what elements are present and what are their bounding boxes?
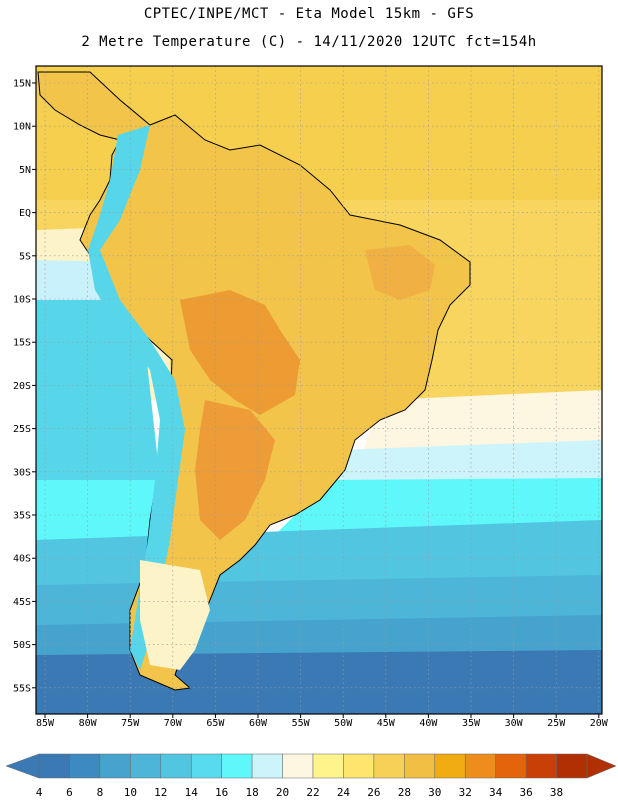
colorbar-label: 34 xyxy=(489,786,503,799)
colorbar-label: 22 xyxy=(306,786,319,799)
latitude-labels: 15N 10N 5N EQ 5S 10S 15S 20S 25S 30S 35S 40S 45S 50S 5… xyxy=(13,79,36,694)
lat-label: 10S xyxy=(13,295,31,306)
colorbar-swatch xyxy=(38,753,70,779)
lat-label: 5S xyxy=(19,251,31,262)
colorbar-arrow-left xyxy=(5,753,40,779)
lon-label: 60W xyxy=(249,718,268,729)
graticule xyxy=(36,66,602,714)
colorbar-label: 32 xyxy=(459,786,472,799)
colorbar-label: 38 xyxy=(550,786,563,799)
colorbar-swatch xyxy=(373,753,405,779)
colorbar-swatch xyxy=(160,753,192,779)
colorbar-label: 36 xyxy=(519,786,532,799)
colorbar-label: 20 xyxy=(276,786,289,799)
colorbar-label: 12 xyxy=(154,786,167,799)
colorbar-label: 14 xyxy=(185,786,199,799)
colorbar-swatch xyxy=(99,753,131,779)
colorbar-arrow-right xyxy=(586,753,617,779)
lat-label: 55S xyxy=(13,683,31,694)
lat-label: 35S xyxy=(13,511,31,522)
hot-zone-northeast xyxy=(365,245,435,300)
chart-subtitle: 2 Metre Temperature (C) - 14/11/2020 12U… xyxy=(81,34,537,50)
lon-label: 30W xyxy=(505,718,524,729)
southern-cone-pale xyxy=(140,560,210,670)
colorbar-swatch xyxy=(190,753,222,779)
colorbar-swatch xyxy=(130,753,162,779)
lat-label: 10N xyxy=(13,122,31,133)
hot-zone-central xyxy=(180,290,300,415)
lon-label: 55W xyxy=(292,718,311,729)
colorbar-label: 30 xyxy=(428,786,441,799)
ocean-band-cyan xyxy=(36,300,160,480)
colorbar-swatch xyxy=(434,753,466,779)
andes-cool-strip xyxy=(88,125,185,670)
ocean-band-deep xyxy=(36,650,602,714)
map-frame xyxy=(35,65,603,715)
lat-label: 30S xyxy=(13,467,31,478)
lon-label: 70W xyxy=(164,718,183,729)
map-panel xyxy=(36,66,602,714)
lon-label: 35W xyxy=(462,718,481,729)
colorbar-label: 4 xyxy=(36,786,43,799)
colorbar-swatch xyxy=(282,753,314,779)
longitude-labels: 85W 80W 75W 70W 65W 60W 55W 50W 45W 40W 35W 30W 25W 2… xyxy=(36,714,609,729)
lon-label: 40W xyxy=(419,718,438,729)
colorbar-label: 10 xyxy=(124,786,137,799)
colorbar: 4 6 8 10 12 14 16 18 20 22 24 26 28 30 32 34 36 38 xyxy=(5,753,617,799)
lon-label: 85W xyxy=(36,718,55,729)
colorbar-label: 26 xyxy=(367,786,380,799)
colorbar-swatch xyxy=(343,753,375,779)
colorbar-swatch xyxy=(525,753,557,779)
lat-label: EQ xyxy=(19,208,31,219)
colorbar-swatch xyxy=(556,753,588,779)
hot-zone-chaco xyxy=(195,400,275,540)
colorbar-label: 24 xyxy=(337,786,351,799)
lon-label: 50W xyxy=(334,718,353,729)
chart-title: CPTEC/INPE/MCT - Eta Model 15km - GFS xyxy=(143,6,475,22)
lon-label: 45W xyxy=(377,718,396,729)
lat-label: 20S xyxy=(13,381,31,392)
lat-label: 25S xyxy=(13,424,31,435)
colorbar-label: 18 xyxy=(245,786,258,799)
colorbar-label: 28 xyxy=(398,786,411,799)
colorbar-swatch xyxy=(495,753,527,779)
lat-label: 15N xyxy=(13,79,31,90)
lat-label: 15S xyxy=(13,338,31,349)
lat-label: 40S xyxy=(13,554,31,565)
colorbar-swatch xyxy=(312,753,344,779)
lat-label: 45S xyxy=(13,597,31,608)
colorbar-label: 6 xyxy=(66,786,73,799)
colorbar-label: 16 xyxy=(215,786,228,799)
colorbar-swatch xyxy=(69,753,101,779)
colorbar-label: 8 xyxy=(97,786,104,799)
colorbar-swatch xyxy=(251,753,283,779)
lon-label: 80W xyxy=(79,718,98,729)
lon-label: 65W xyxy=(206,718,225,729)
colorbar-swatch xyxy=(404,753,436,779)
lon-label: 20W xyxy=(590,718,609,729)
lat-label: 50S xyxy=(13,640,31,651)
lat-label: 5N xyxy=(19,165,31,176)
lon-label: 25W xyxy=(547,718,566,729)
colorbar-swatch xyxy=(221,753,253,779)
lon-label: 75W xyxy=(121,718,140,729)
colorbar-swatch xyxy=(464,753,496,779)
